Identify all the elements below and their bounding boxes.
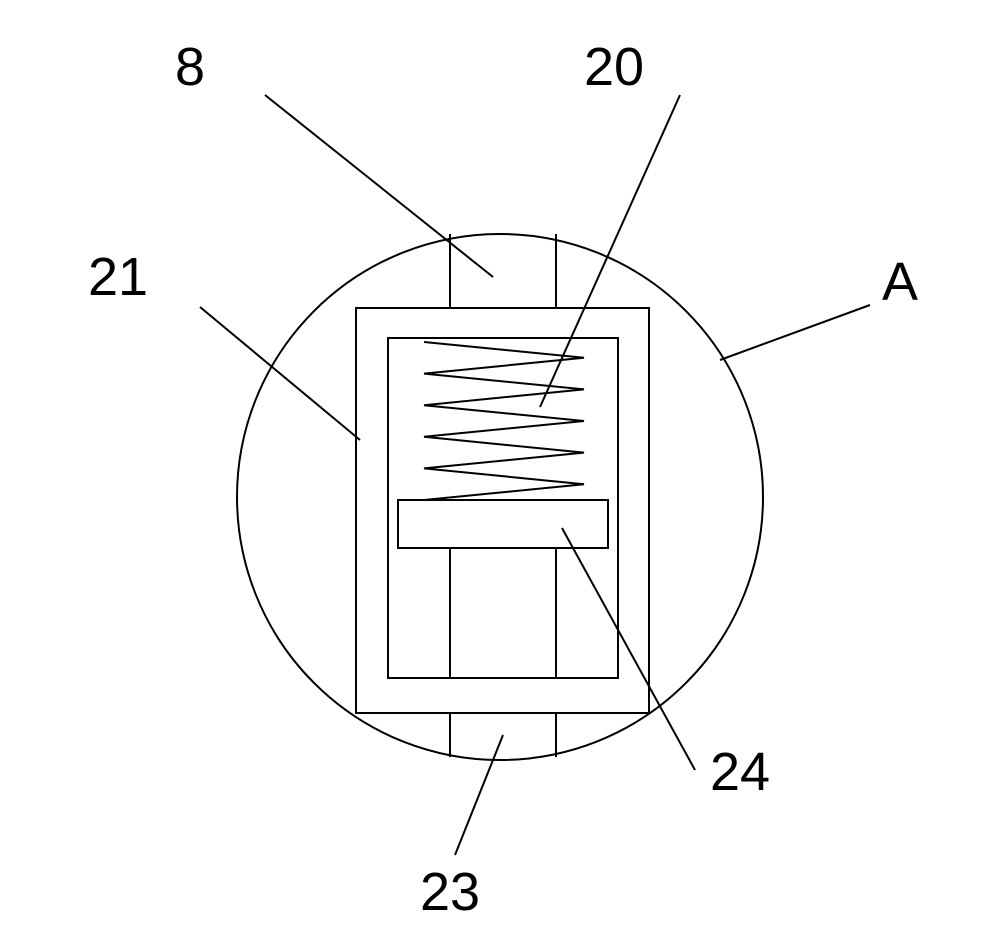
label-21: 21 <box>88 247 148 307</box>
label-23: 23 <box>420 862 480 922</box>
plate <box>398 500 608 548</box>
label-24: 24 <box>710 742 770 802</box>
label-20: 20 <box>584 37 644 97</box>
detail-circle <box>237 234 763 760</box>
leader-23 <box>455 735 503 855</box>
outer-housing <box>356 308 649 713</box>
leader-A <box>720 305 870 360</box>
label-A: A <box>882 252 918 312</box>
mechanical-diagram: 8 20 21 A 24 23 <box>0 0 1000 930</box>
leader-21 <box>200 307 360 440</box>
spring <box>424 342 584 500</box>
label-8: 8 <box>175 37 205 97</box>
leader-8 <box>265 95 493 277</box>
leader-24 <box>562 528 695 770</box>
leader-20 <box>540 95 680 407</box>
